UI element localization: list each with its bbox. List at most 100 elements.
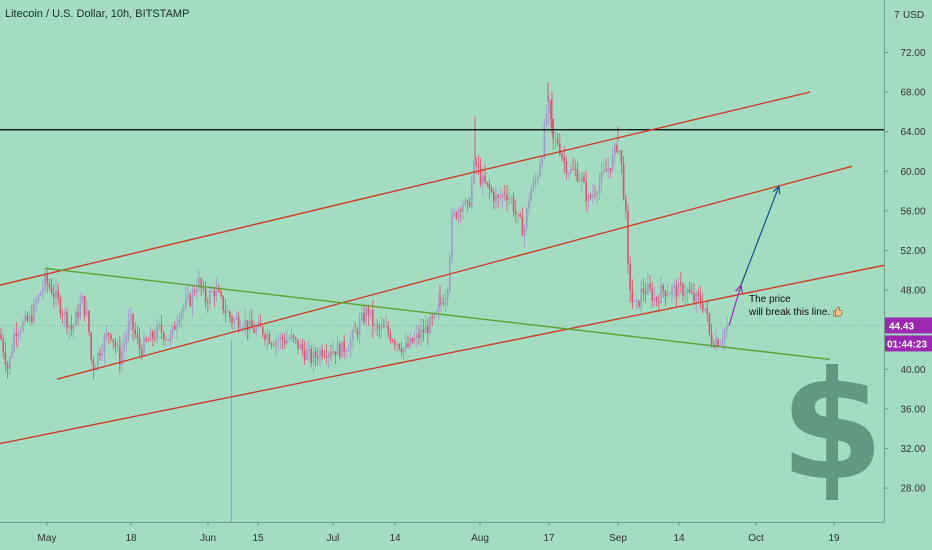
candle-body — [207, 302, 209, 304]
candle-body — [321, 350, 323, 356]
candle-body — [680, 282, 682, 285]
candle-body — [295, 337, 297, 340]
price-tick-label: 40.00 — [900, 365, 925, 376]
candle-body — [165, 339, 167, 341]
candle-body — [455, 212, 458, 219]
chart-title: Litecoin / U.S. Dollar, 10h, BITSTAMP — [5, 8, 190, 20]
candle-body — [594, 194, 596, 196]
candle-body — [620, 150, 623, 164]
candle-body — [521, 216, 524, 236]
price-tick-label: 64.00 — [900, 127, 925, 138]
candle-body — [68, 325, 70, 328]
candle-body — [519, 213, 521, 217]
candle-body — [673, 285, 675, 288]
candle-body — [336, 343, 339, 356]
candle-body — [244, 320, 246, 328]
candle-body — [581, 177, 583, 182]
candle-body — [647, 283, 649, 294]
candle-body — [262, 326, 264, 335]
price-tick-label: 52.00 — [900, 246, 925, 257]
candle-body — [484, 175, 486, 183]
candle-body — [435, 310, 438, 314]
candle-body — [442, 303, 444, 305]
candle-body — [545, 113, 548, 125]
candle-body — [598, 182, 601, 194]
candle-body — [42, 287, 44, 293]
candle-body — [198, 278, 200, 289]
candle-body — [710, 333, 713, 345]
trade-note: The price will break this line. — [749, 294, 843, 319]
candle-body — [130, 314, 132, 321]
candle-body — [277, 340, 279, 342]
candle-body — [147, 340, 150, 342]
candle-body — [501, 193, 504, 198]
candle-body — [323, 355, 326, 357]
candle-body — [39, 292, 42, 296]
candle-body — [704, 308, 706, 311]
candle-body — [532, 181, 535, 190]
candle-body — [669, 293, 671, 295]
projection-long-arrow-head — [772, 184, 781, 195]
candle-body — [26, 315, 29, 321]
candle-body — [719, 343, 722, 346]
candle-body — [570, 168, 572, 173]
candle-body — [618, 150, 620, 152]
candle-body — [72, 325, 75, 330]
candle-body — [204, 288, 207, 303]
candle-body — [515, 211, 517, 215]
candle-body — [108, 332, 110, 335]
candle-body — [369, 310, 372, 315]
candle-body — [675, 285, 678, 297]
candle-body — [185, 298, 187, 307]
price-tick-label: 56.00 — [900, 206, 925, 217]
candle-body — [385, 326, 387, 328]
candle-body — [189, 294, 191, 307]
last-price-label: 44.43 — [889, 321, 914, 332]
candle-body — [101, 352, 103, 356]
candle-body — [114, 342, 117, 347]
candle-body — [409, 337, 411, 347]
candle-body — [699, 295, 702, 304]
candle-body — [211, 291, 213, 293]
candle-body — [724, 329, 726, 340]
candle-body — [354, 330, 356, 332]
candle-body — [600, 171, 603, 183]
price-tick-label: 36.00 — [900, 404, 925, 415]
candle-body — [77, 312, 79, 318]
candle-body — [176, 324, 178, 330]
candle-body — [543, 124, 546, 158]
currency-label: USD — [903, 10, 924, 21]
candle-body — [218, 289, 220, 292]
time-tick-label: Jun — [200, 533, 216, 544]
candle-body — [22, 321, 24, 331]
candle-body — [330, 353, 332, 355]
candle-body — [717, 339, 719, 346]
time-tick-label: Oct — [748, 533, 764, 544]
candle-body — [202, 287, 205, 289]
candle-body — [585, 181, 587, 202]
candle-body — [345, 351, 348, 353]
candle-body — [695, 293, 697, 302]
candle-body — [48, 283, 51, 288]
candle-body — [664, 290, 667, 297]
candle-body — [666, 294, 669, 297]
candle-body — [224, 310, 227, 313]
candle-body — [565, 161, 568, 174]
candle-body — [53, 293, 55, 298]
plot-area: $ — [0, 82, 884, 522]
candle-body — [343, 341, 345, 352]
candle-body — [88, 310, 90, 333]
candle-body — [721, 339, 724, 344]
price-tick-label: 28.00 — [900, 484, 925, 495]
candle-body — [273, 344, 275, 346]
candle-body — [314, 351, 317, 358]
candle-body — [231, 317, 233, 323]
candle-body — [642, 288, 645, 293]
candle-body — [281, 336, 284, 341]
candle-body — [15, 333, 18, 336]
candle-body — [638, 300, 640, 307]
candle-body — [378, 326, 381, 329]
candle-body — [325, 355, 328, 358]
